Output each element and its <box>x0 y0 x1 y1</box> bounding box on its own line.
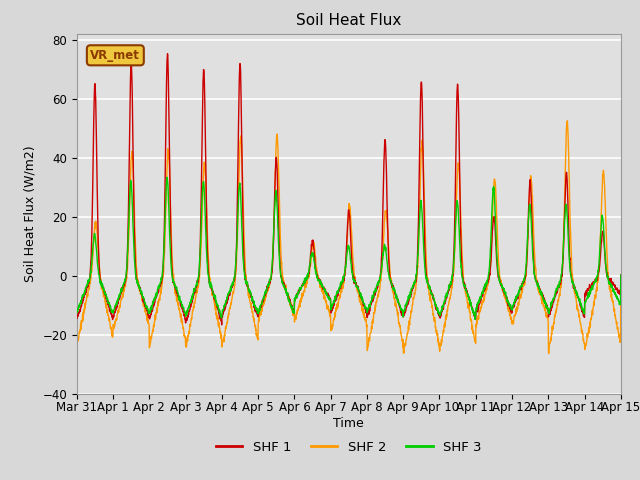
X-axis label: Time: Time <box>333 417 364 430</box>
Y-axis label: Soil Heat Flux (W/m2): Soil Heat Flux (W/m2) <box>24 145 36 282</box>
Title: Soil Heat Flux: Soil Heat Flux <box>296 13 401 28</box>
Legend: SHF 1, SHF 2, SHF 3: SHF 1, SHF 2, SHF 3 <box>211 435 487 459</box>
Text: VR_met: VR_met <box>90 49 140 62</box>
